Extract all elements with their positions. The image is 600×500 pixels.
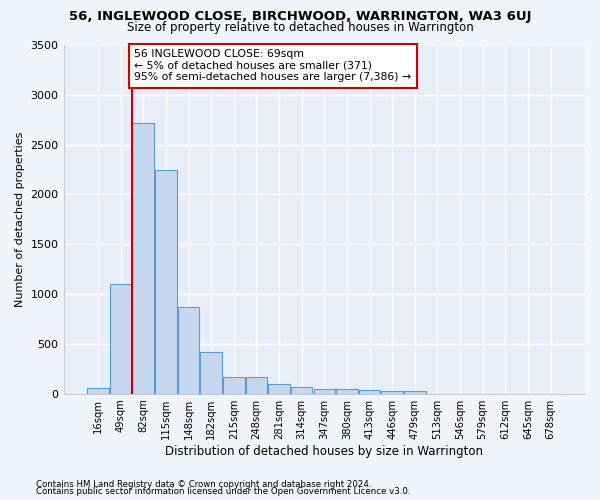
Bar bbox=[110, 284, 131, 394]
Bar bbox=[200, 352, 222, 394]
Text: 56 INGLEWOOD CLOSE: 69sqm
← 5% of detached houses are smaller (371)
95% of semi-: 56 INGLEWOOD CLOSE: 69sqm ← 5% of detach… bbox=[134, 49, 412, 82]
Bar bbox=[87, 388, 109, 394]
Bar bbox=[133, 122, 154, 394]
Bar bbox=[223, 377, 245, 394]
Bar bbox=[314, 388, 335, 394]
Bar bbox=[291, 387, 313, 394]
Bar bbox=[359, 390, 380, 394]
Bar bbox=[404, 390, 425, 394]
Bar bbox=[155, 170, 176, 394]
Text: 56, INGLEWOOD CLOSE, BIRCHWOOD, WARRINGTON, WA3 6UJ: 56, INGLEWOOD CLOSE, BIRCHWOOD, WARRINGT… bbox=[69, 10, 531, 23]
Y-axis label: Number of detached properties: Number of detached properties bbox=[15, 132, 25, 307]
X-axis label: Distribution of detached houses by size in Warrington: Distribution of detached houses by size … bbox=[165, 444, 483, 458]
Bar bbox=[382, 390, 403, 394]
Bar bbox=[268, 384, 290, 394]
Text: Contains public sector information licensed under the Open Government Licence v3: Contains public sector information licen… bbox=[36, 487, 410, 496]
Text: Contains HM Land Registry data © Crown copyright and database right 2024.: Contains HM Land Registry data © Crown c… bbox=[36, 480, 371, 489]
Bar bbox=[245, 378, 267, 394]
Text: Size of property relative to detached houses in Warrington: Size of property relative to detached ho… bbox=[127, 22, 473, 35]
Bar bbox=[178, 307, 199, 394]
Bar bbox=[336, 388, 358, 394]
